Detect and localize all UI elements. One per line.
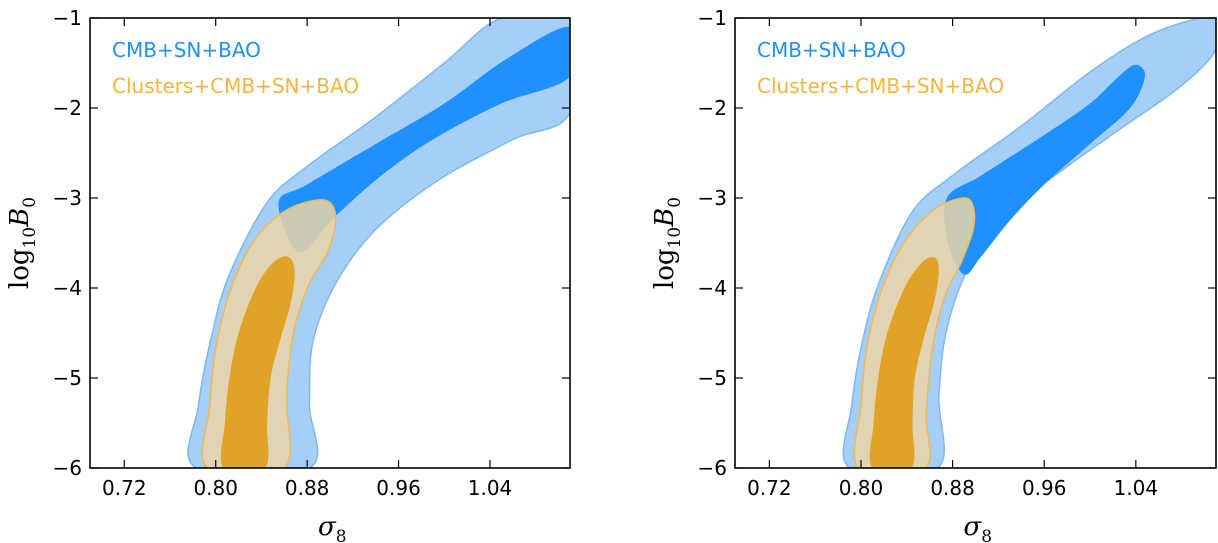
x-axis-label: σ8	[964, 512, 993, 543]
y-tick-label: −4	[698, 276, 727, 300]
x-tick-label: 0.72	[102, 476, 147, 500]
x-tick-label: 0.96	[376, 476, 421, 500]
axes-frame	[89, 17, 571, 469]
cmb-contour-68	[278, 26, 570, 253]
panel-1: 0.72 0.80 0.88 0.96 1.04 −1 −2 −3 −4 −5 −6 σ8 log10B…	[5, 6, 571, 543]
clusters-contour-68	[869, 257, 939, 468]
y-axis-label: log10B0	[5, 197, 40, 289]
legend-entry-cmb: CMB+SN+BAO	[112, 38, 261, 62]
axes-frame	[734, 17, 1217, 469]
legend: CMB+SN+BAO Clusters+CMB+SN+BAO	[757, 38, 1004, 98]
panel-2: 0.72 0.80 0.88 0.96 1.04 −1 −2 −3 −4 −5 −6 σ8 log10B…	[650, 6, 1217, 543]
legend-entry-cmb: CMB+SN+BAO	[757, 38, 906, 62]
y-tick-label: −6	[53, 456, 82, 480]
cmb-contour-68	[944, 64, 1146, 275]
y-axis-label: log10B0	[650, 197, 685, 289]
x-axis-label: σ8	[318, 512, 347, 543]
legend: CMB+SN+BAO Clusters+CMB+SN+BAO	[112, 38, 359, 98]
y-tick-label: −3	[53, 186, 82, 210]
y-tick-label: −2	[53, 96, 82, 120]
y-tick-label: −5	[698, 366, 727, 390]
x-tick-label: 0.88	[285, 476, 330, 500]
plot-area	[842, 18, 1216, 468]
x-tick-label: 1.04	[468, 476, 513, 500]
legend-entry-clusters: Clusters+CMB+SN+BAO	[757, 74, 1004, 98]
y-tick-label: −6	[698, 456, 727, 480]
legend-entry-clusters: Clusters+CMB+SN+BAO	[112, 74, 359, 98]
y-tick-label: −1	[698, 6, 727, 30]
clusters-contour-68	[220, 256, 295, 468]
x-tick-label: 0.80	[193, 476, 238, 500]
x-tick-label: 0.88	[930, 476, 975, 500]
plot-area	[187, 18, 570, 468]
x-tick-label: 0.72	[747, 476, 792, 500]
x-tick-label: 0.80	[839, 476, 884, 500]
cmb-contour-95	[842, 18, 1216, 468]
y-tick-label: −1	[53, 6, 82, 30]
x-tick-label: 1.04	[1114, 476, 1159, 500]
x-tick-label: 0.96	[1022, 476, 1067, 500]
y-tick-label: −2	[698, 96, 727, 120]
y-tick-label: −3	[698, 186, 727, 210]
y-tick-label: −4	[53, 276, 82, 300]
y-tick-label: −5	[53, 366, 82, 390]
